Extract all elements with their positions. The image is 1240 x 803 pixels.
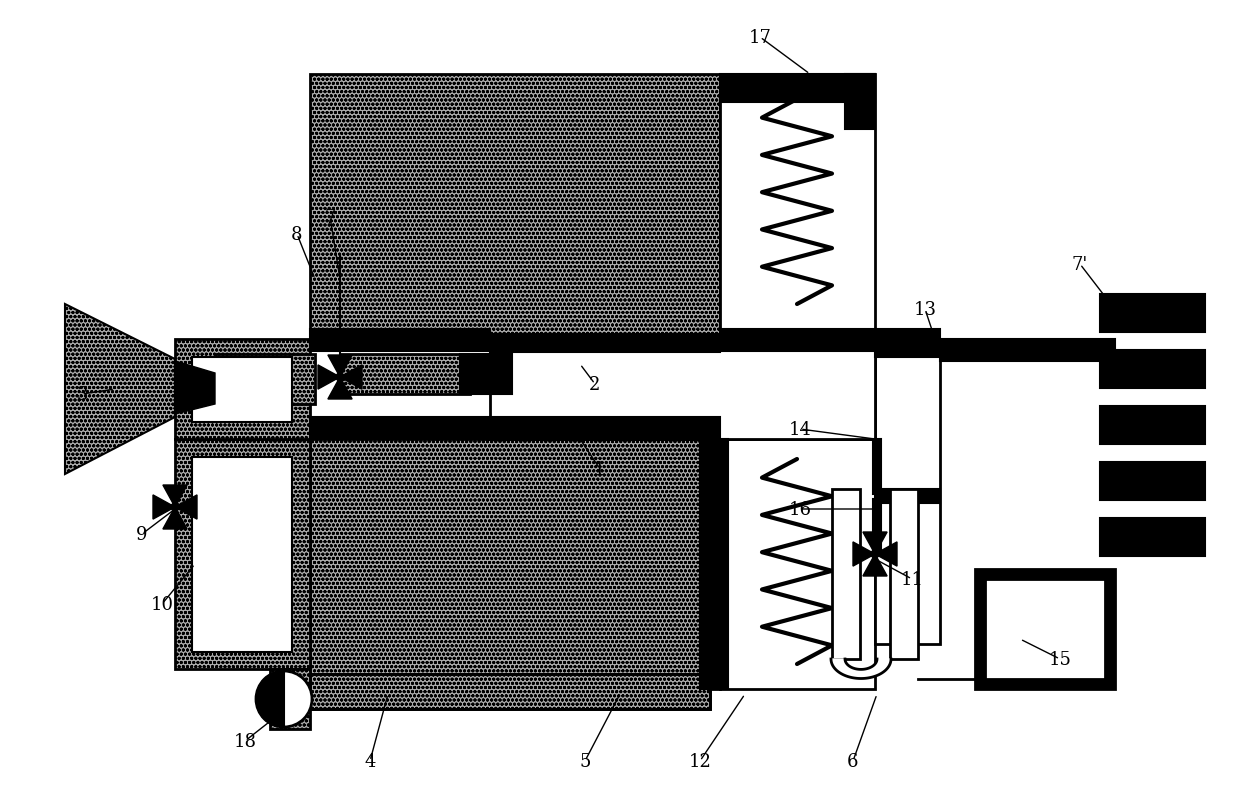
Text: 12: 12 [688, 752, 712, 770]
Text: 4: 4 [365, 752, 376, 770]
Bar [720, 329, 940, 352]
Polygon shape [340, 365, 362, 389]
Bar [175, 439, 310, 669]
Text: 3: 3 [76, 385, 88, 403]
Bar [460, 355, 512, 394]
Text: 7: 7 [325, 209, 336, 226]
Polygon shape [64, 304, 175, 475]
Text: 16: 16 [789, 500, 811, 519]
Polygon shape [863, 532, 887, 554]
Bar [875, 349, 940, 644]
Bar [310, 675, 711, 709]
Text: 15: 15 [1049, 650, 1071, 668]
Polygon shape [863, 554, 887, 577]
Bar [720, 439, 875, 689]
Circle shape [870, 550, 879, 558]
Bar [215, 355, 315, 405]
Text: 14: 14 [789, 421, 811, 438]
Polygon shape [162, 485, 187, 507]
Polygon shape [831, 659, 892, 679]
Text: 7': 7' [1071, 255, 1089, 274]
Text: 8: 8 [291, 226, 303, 243]
Polygon shape [853, 542, 875, 566]
Text: 13: 13 [914, 300, 936, 319]
Bar [310, 75, 720, 340]
Bar [1100, 295, 1205, 332]
Polygon shape [327, 377, 352, 400]
Circle shape [336, 373, 343, 381]
Bar [940, 340, 1115, 361]
Polygon shape [175, 495, 197, 520]
Bar [340, 355, 470, 394]
Circle shape [171, 503, 179, 512]
Text: 6: 6 [847, 752, 859, 770]
Bar [490, 418, 720, 439]
Bar [975, 569, 1115, 689]
Text: 10: 10 [150, 595, 174, 613]
Polygon shape [317, 365, 340, 389]
Bar [832, 489, 861, 659]
Bar [873, 439, 880, 495]
Text: 9: 9 [136, 525, 148, 544]
Bar [310, 439, 720, 689]
Bar [490, 340, 875, 439]
Bar [192, 458, 291, 652]
Bar [310, 675, 711, 709]
Bar [875, 344, 940, 357]
Text: 11: 11 [900, 570, 924, 589]
Wedge shape [255, 671, 284, 727]
Polygon shape [153, 495, 175, 520]
Polygon shape [162, 507, 187, 529]
Text: 2: 2 [589, 376, 600, 393]
Polygon shape [175, 361, 215, 414]
Bar [490, 335, 720, 353]
Bar [873, 499, 880, 554]
Circle shape [255, 671, 312, 727]
Text: 18: 18 [233, 732, 257, 750]
Bar [310, 329, 490, 352]
Bar [997, 591, 1092, 668]
Bar [720, 75, 875, 340]
Bar [844, 75, 875, 130]
Bar [875, 489, 940, 503]
Bar [890, 489, 918, 659]
Bar [1100, 463, 1205, 500]
Bar [985, 579, 1105, 679]
Bar [175, 340, 310, 439]
Polygon shape [327, 356, 352, 377]
Text: 5: 5 [579, 752, 590, 770]
Bar [310, 418, 490, 439]
Text: 17: 17 [749, 29, 771, 47]
Bar [1100, 351, 1205, 389]
Text: 1: 1 [594, 460, 606, 479]
Bar [192, 357, 291, 422]
Bar [1100, 519, 1205, 556]
Polygon shape [875, 542, 897, 566]
Bar [1100, 406, 1205, 444]
Bar [701, 439, 728, 689]
Bar [270, 669, 310, 729]
Bar [720, 75, 875, 103]
